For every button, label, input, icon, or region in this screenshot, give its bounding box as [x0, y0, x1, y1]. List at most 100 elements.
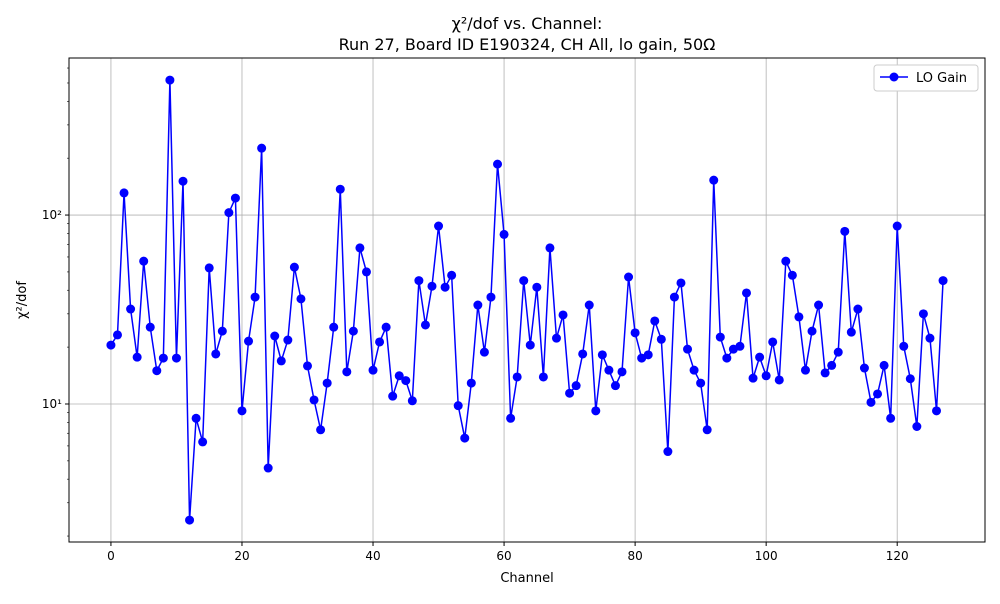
data-point [735, 341, 745, 351]
data-point [217, 326, 227, 336]
data-point [781, 256, 791, 266]
data-point [617, 367, 627, 377]
x-tick-label: 20 [234, 549, 249, 563]
data-point [165, 75, 175, 85]
data-point [211, 349, 221, 359]
data-point [230, 193, 240, 203]
data-point [407, 396, 417, 406]
data-point [276, 356, 286, 366]
data-point [335, 184, 345, 194]
data-point [309, 395, 319, 405]
data-point [519, 276, 529, 286]
data-point [532, 282, 542, 292]
data-point [388, 391, 398, 401]
data-point [119, 188, 129, 198]
data-point [683, 344, 693, 354]
data-point [918, 309, 928, 319]
data-point [702, 425, 712, 435]
data-point [244, 336, 254, 346]
data-point [755, 352, 765, 362]
data-point [368, 365, 378, 375]
data-point [597, 350, 607, 360]
data-point [185, 515, 195, 525]
data-point [112, 330, 122, 340]
data-point [689, 365, 699, 375]
data-point [859, 363, 869, 373]
data-point [551, 333, 561, 343]
plot-frame [68, 57, 986, 543]
data-point [204, 263, 214, 273]
x-tick-label: 40 [365, 549, 380, 563]
data-point [473, 300, 483, 310]
data-point [787, 270, 797, 280]
data-point [348, 326, 358, 336]
data-point [538, 372, 548, 382]
data-point [722, 353, 732, 363]
y-axis-label: χ²/dof [15, 281, 30, 319]
legend-label: LO Gain [916, 71, 967, 86]
data-point [624, 272, 634, 282]
data-point [853, 304, 863, 314]
data-point [886, 413, 896, 423]
data-point [263, 463, 273, 473]
data-point [748, 373, 758, 383]
data-point [394, 371, 404, 381]
data-point [866, 397, 876, 407]
data-point [440, 282, 450, 292]
data-point [375, 337, 385, 347]
legend: LO Gain [873, 64, 979, 92]
data-point [506, 413, 516, 423]
data-point [905, 374, 915, 384]
data-point [191, 413, 201, 423]
data-point [669, 292, 679, 302]
data-point [676, 278, 686, 288]
data-point [303, 361, 313, 371]
legend-box [873, 64, 979, 92]
y-tick-label: 10² [42, 208, 62, 222]
data-point [741, 288, 751, 298]
data-point [132, 352, 142, 362]
data-point [447, 270, 457, 280]
data-point [486, 292, 496, 302]
data-point [322, 378, 332, 388]
legend-marker [889, 72, 899, 82]
x-tick-label: 80 [627, 549, 642, 563]
data-point [814, 300, 824, 310]
data-point [899, 341, 909, 351]
data-point [270, 331, 280, 341]
data-point [198, 437, 208, 447]
data-point [224, 208, 234, 218]
data-point [715, 332, 725, 342]
data-point [512, 372, 522, 382]
data-point [565, 388, 575, 398]
series-line [110, 80, 944, 521]
data-point [925, 333, 935, 343]
data-point [466, 378, 476, 388]
data-point [650, 316, 660, 326]
data-point [414, 276, 424, 286]
data-point [696, 378, 706, 388]
data-point [158, 353, 168, 363]
data-point [656, 334, 666, 344]
data-point [361, 267, 371, 277]
data-point [820, 368, 830, 378]
data-point [643, 350, 653, 360]
data-point [453, 401, 463, 411]
data-point [578, 349, 588, 359]
data-point [912, 422, 922, 432]
data-point [833, 347, 843, 357]
data-point [427, 281, 437, 291]
data-point [610, 381, 620, 391]
data-point [152, 366, 162, 376]
data-point [800, 365, 810, 375]
data-point [879, 360, 889, 370]
data-point [499, 229, 509, 239]
chart-title-line1: χ²/dof vs. Channel: [452, 14, 603, 33]
data-point [145, 322, 155, 332]
data-point [342, 367, 352, 377]
x-tick-label: 0 [107, 549, 115, 563]
y-tick-label: 10¹ [42, 397, 62, 411]
data-point [630, 328, 640, 338]
data-point [237, 406, 247, 416]
data-point [289, 262, 299, 272]
